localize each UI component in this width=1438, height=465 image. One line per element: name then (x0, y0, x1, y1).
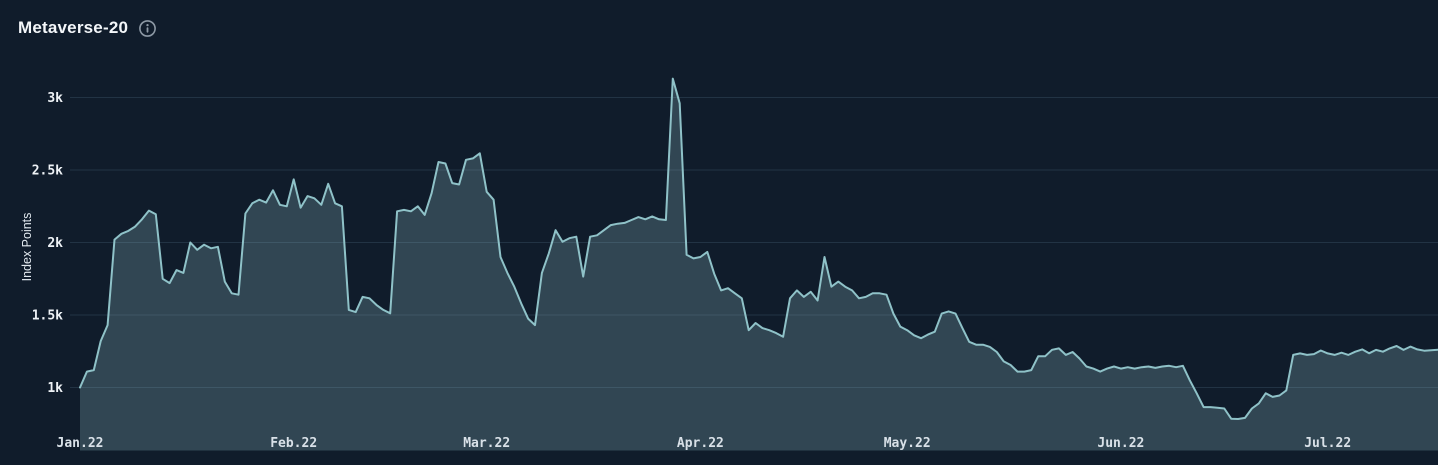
x-tick-label: Feb.22 (270, 436, 317, 451)
x-tick-label: May.22 (884, 436, 931, 451)
y-tick-label: 1k (47, 381, 63, 396)
info-circle-glyph (139, 19, 157, 37)
y-tick-label: 2.5k (32, 164, 63, 179)
x-tick-label: Jun.22 (1097, 436, 1144, 451)
chart-header: Metaverse-20 (18, 18, 157, 38)
area-series (80, 78, 1438, 451)
x-tick-label: Jan.22 (57, 436, 104, 451)
x-tick-label: Mar.22 (463, 436, 510, 451)
x-tick-label: Jul.22 (1304, 436, 1351, 451)
info-icon[interactable] (138, 19, 157, 38)
x-tick-label: Apr.22 (677, 436, 724, 451)
page-title: Metaverse-20 (18, 18, 129, 37)
y-tick-label: 1.5k (32, 309, 63, 324)
line-series (79, 77, 1438, 420)
y-tick-label: 2k (47, 236, 63, 251)
y-axis-title: Index Points (20, 213, 34, 282)
y-tick-label: 3k (47, 91, 63, 106)
